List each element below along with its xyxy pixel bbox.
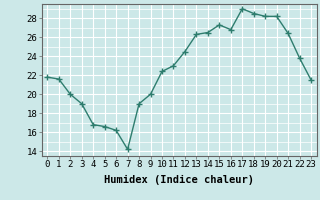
X-axis label: Humidex (Indice chaleur): Humidex (Indice chaleur) (104, 175, 254, 185)
